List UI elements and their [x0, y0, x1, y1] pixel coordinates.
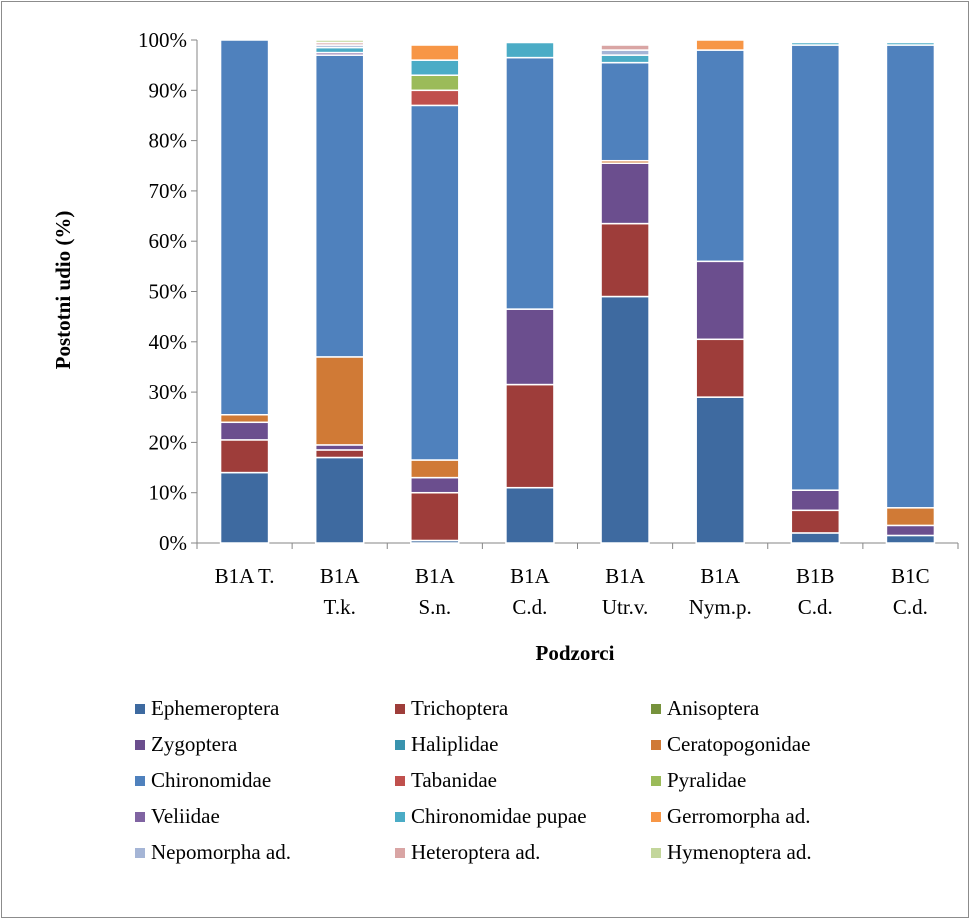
- bar-segment: [600, 44, 650, 51]
- bar-segment: [695, 49, 745, 263]
- legend-swatch: [135, 740, 145, 750]
- legend-label: Heteroptera ad.: [411, 840, 540, 864]
- legend-label: Anisoptera: [667, 696, 760, 720]
- bar-segment: [219, 439, 270, 474]
- bar-segment: [790, 44, 841, 491]
- legend-swatch: [395, 848, 405, 858]
- x-category-label: B1A T.: [215, 564, 275, 588]
- x-axis-title: Podzorci: [536, 641, 615, 665]
- y-tick-label: 40%: [149, 330, 188, 354]
- legend-label: Veliidae: [151, 804, 220, 828]
- bar-segment: [410, 476, 460, 494]
- legend-label: Haliplidae: [411, 732, 498, 756]
- x-category-label: B1B C.d.: [796, 564, 835, 619]
- bar-segment: [410, 89, 460, 107]
- bar-segment: [219, 471, 270, 544]
- y-tick-label: 100%: [138, 28, 187, 52]
- legend-label: Hymenoptera ad.: [667, 840, 812, 864]
- legend-swatch: [395, 704, 405, 714]
- legend-swatch: [135, 848, 145, 858]
- legend-swatch: [135, 704, 145, 714]
- x-category-label: B1A T.k.: [320, 564, 361, 619]
- bar-segment: [790, 532, 841, 544]
- legend-swatch: [135, 812, 145, 822]
- bar-segment: [505, 41, 555, 59]
- bar-segment: [695, 39, 745, 51]
- y-axis-title: Postotni udio (%): [51, 211, 75, 370]
- legend-label: Tabanidae: [411, 768, 497, 792]
- bar-segment: [314, 456, 365, 544]
- x-category-label: B1C C.d.: [891, 564, 930, 619]
- bar-segment: [410, 74, 460, 92]
- bar-segment: [600, 162, 650, 225]
- bar-segment: [314, 54, 365, 358]
- bar-segment: [505, 308, 555, 386]
- legend-swatch: [651, 848, 661, 858]
- legend-swatch: [651, 704, 661, 714]
- bar-segment: [695, 338, 745, 398]
- x-category-label: B1A Nym.p.: [689, 564, 752, 619]
- legend-label: Gerromorpha ad.: [667, 804, 810, 828]
- legend-swatch: [651, 740, 661, 750]
- bar-segment: [600, 49, 650, 56]
- legend-label: Chironomidae: [151, 768, 271, 792]
- bar-segment: [600, 54, 650, 64]
- bar-segment: [410, 459, 460, 479]
- legend-swatch: [135, 776, 145, 786]
- bar-segment: [314, 46, 365, 54]
- bar-segment: [505, 56, 555, 310]
- bar-segment: [314, 444, 365, 451]
- x-category-label: B1A S.n.: [415, 564, 456, 619]
- bar-segment: [314, 449, 365, 459]
- bar-segment: [314, 39, 365, 44]
- bar-segment: [885, 534, 936, 544]
- y-tick-label: 60%: [149, 229, 188, 253]
- legend-label: Ephemeroptera: [151, 696, 280, 720]
- legend-swatch: [651, 776, 661, 786]
- legend-label: Trichoptera: [411, 696, 509, 720]
- bar-segment: [695, 396, 745, 544]
- legend-label: Chironomidae pupae: [411, 804, 587, 828]
- y-tick-label: 10%: [149, 481, 188, 505]
- bar-segment: [219, 421, 270, 441]
- bar-segment: [600, 61, 650, 162]
- legend-swatch: [651, 812, 661, 822]
- legend-swatch: [395, 812, 405, 822]
- bar-segment: [600, 295, 650, 544]
- bar-segment: [600, 222, 650, 298]
- x-category-label: B1A C.d.: [510, 564, 551, 619]
- bar-segment: [410, 104, 460, 461]
- bar-segment: [314, 356, 365, 446]
- bar-segment: [790, 509, 841, 534]
- y-tick-label: 80%: [149, 129, 188, 153]
- legend-label: Ceratopogonidae: [667, 732, 810, 756]
- y-tick-label: 30%: [149, 380, 188, 404]
- y-tick-label: 20%: [149, 430, 188, 454]
- x-category-label: B1A Utr.v.: [602, 564, 648, 619]
- bar-segment: [885, 41, 936, 46]
- bar-segment: [790, 41, 841, 46]
- legend-label: Nepomorpha ad.: [151, 840, 291, 864]
- y-tick-label: 0%: [159, 531, 187, 555]
- bar-segment: [885, 524, 936, 537]
- legend-label: Zygoptera: [151, 732, 238, 756]
- bar-segment: [505, 486, 555, 544]
- bar-segment: [410, 491, 460, 542]
- bar-segment: [410, 44, 460, 61]
- legend-label: Pyralidae: [667, 768, 746, 792]
- legend-swatch: [395, 776, 405, 786]
- bar-segment: [790, 489, 841, 512]
- y-tick-label: 50%: [149, 280, 188, 304]
- bar-segment: [219, 413, 270, 424]
- legend-swatch: [395, 740, 405, 750]
- bar-segment: [695, 260, 745, 341]
- bar-segment: [505, 383, 555, 489]
- y-tick-label: 90%: [149, 78, 188, 102]
- bar-segment: [219, 39, 270, 416]
- bar-segment: [885, 44, 936, 509]
- bar-segment: [410, 59, 460, 76]
- y-tick-label: 70%: [149, 179, 188, 203]
- bar-segment: [885, 507, 936, 527]
